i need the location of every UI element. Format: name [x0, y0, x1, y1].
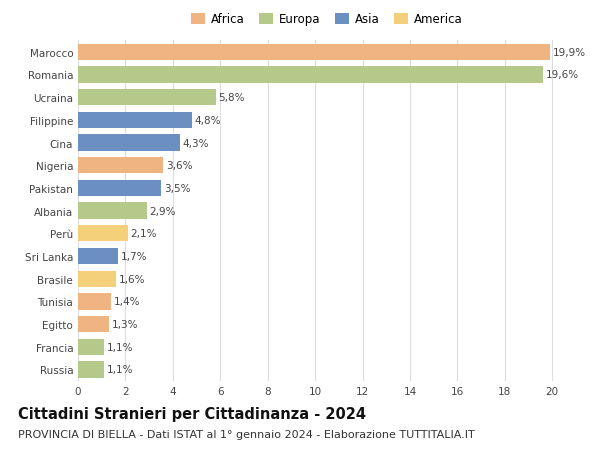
Text: 2,9%: 2,9% [149, 206, 176, 216]
Bar [78, 135, 180, 151]
Text: 1,4%: 1,4% [114, 297, 140, 307]
Bar [78, 316, 109, 332]
Text: 1,1%: 1,1% [107, 342, 133, 352]
Bar [78, 226, 128, 242]
Bar [78, 294, 111, 310]
Text: 1,6%: 1,6% [119, 274, 145, 284]
Text: 4,3%: 4,3% [183, 138, 209, 148]
Bar [78, 203, 147, 219]
Text: 19,9%: 19,9% [553, 48, 586, 58]
Bar [78, 112, 192, 129]
Bar [78, 339, 104, 355]
Text: 2,1%: 2,1% [131, 229, 157, 239]
Text: 4,8%: 4,8% [194, 116, 221, 126]
Bar [78, 248, 118, 264]
Text: 5,8%: 5,8% [218, 93, 245, 103]
Bar [78, 90, 215, 106]
Text: Cittadini Stranieri per Cittadinanza - 2024: Cittadini Stranieri per Cittadinanza - 2… [18, 406, 366, 421]
Bar [78, 158, 163, 174]
Text: PROVINCIA DI BIELLA - Dati ISTAT al 1° gennaio 2024 - Elaborazione TUTTITALIA.IT: PROVINCIA DI BIELLA - Dati ISTAT al 1° g… [18, 429, 475, 439]
Text: 1,1%: 1,1% [107, 364, 133, 375]
Bar [78, 271, 116, 287]
Bar [78, 180, 161, 196]
Bar [78, 67, 543, 84]
Bar [78, 45, 550, 61]
Bar [78, 362, 104, 378]
Text: 1,7%: 1,7% [121, 252, 148, 262]
Legend: Africa, Europa, Asia, America: Africa, Europa, Asia, America [189, 11, 465, 28]
Text: 1,3%: 1,3% [112, 319, 138, 330]
Text: 3,5%: 3,5% [164, 184, 190, 194]
Text: 3,6%: 3,6% [166, 161, 193, 171]
Text: 19,6%: 19,6% [545, 70, 579, 80]
